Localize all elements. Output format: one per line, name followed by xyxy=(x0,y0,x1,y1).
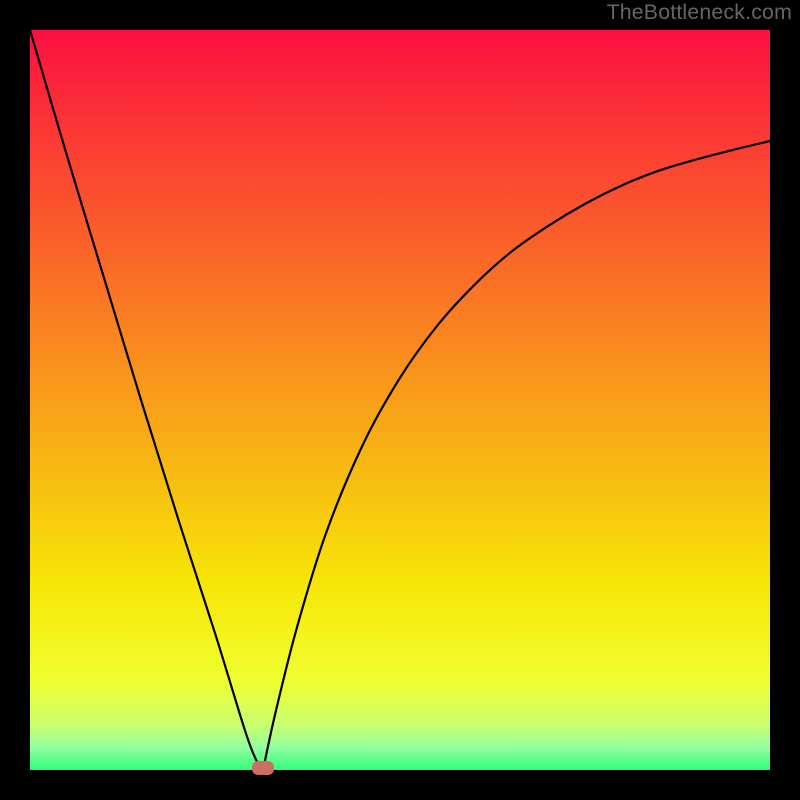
bottleneck-curve xyxy=(30,30,263,770)
bottleneck-curve xyxy=(263,141,770,770)
curve-layer xyxy=(0,0,800,800)
trough-marker xyxy=(252,761,274,775)
chart-root: TheBottleneck.com xyxy=(0,0,800,800)
